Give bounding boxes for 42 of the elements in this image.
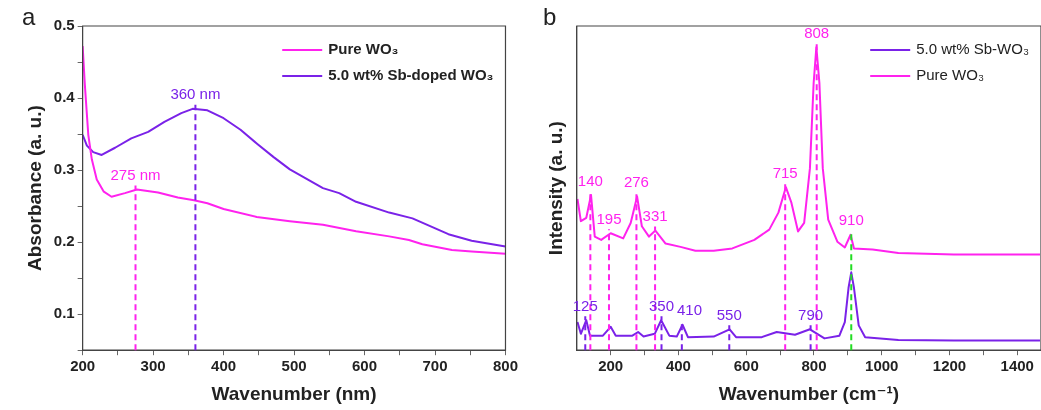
annotation: 140	[577, 171, 603, 189]
annotation: 910	[838, 211, 864, 229]
annotation: 410	[677, 301, 703, 319]
x-tick-label: 600	[352, 357, 378, 375]
y-tick-label: 0.3	[53, 160, 75, 178]
annotation: 808	[804, 23, 830, 41]
x-tick-label: 500	[281, 357, 307, 375]
x-tick-label: 1400	[1000, 357, 1034, 375]
annotation: 550	[716, 305, 742, 323]
annotation: 275 nm	[110, 166, 161, 184]
x-tick-label: 800	[492, 357, 518, 375]
annotation: 331	[642, 207, 668, 225]
legend-label: Pure WO₃	[916, 66, 984, 84]
x-tick-label: 400	[211, 357, 237, 375]
x-tick-label: 200	[70, 357, 96, 375]
y-tick-label: 0.1	[53, 304, 75, 322]
y-tick-label: 0.5	[53, 16, 75, 34]
x-tick-label: 1000	[865, 357, 899, 375]
annotation: 195	[596, 209, 622, 227]
annotation: 715	[772, 163, 798, 181]
legend-label: 5.0 wt% Sb-WO₃	[916, 40, 1030, 58]
legend-label: Pure WO₃	[328, 40, 399, 58]
y-tick-label: 0.2	[53, 232, 75, 250]
y-axis-title: Absorbance (a. u.)	[23, 105, 45, 271]
x-tick-label: 700	[422, 357, 448, 375]
chart-title: a	[22, 2, 36, 30]
annotation: 790	[798, 305, 824, 323]
chart-title: b	[543, 2, 557, 30]
x-tick-label: 300	[140, 357, 166, 375]
legend-label: 5.0 wt% Sb-doped WO₃	[328, 66, 494, 84]
annotation: 350	[648, 296, 675, 314]
y-tick-label: 0.4	[53, 88, 76, 106]
y-axis-title: Intensity (a. u.)	[544, 121, 566, 256]
x-tick-label: 800	[801, 357, 827, 375]
annotation: 360 nm	[170, 85, 221, 103]
x-tick-label: 600	[733, 357, 759, 375]
x-tick-label: 1200	[932, 357, 967, 375]
annotation: 276	[623, 173, 649, 191]
x-axis-title: Wavenumber (cm⁻¹)	[718, 382, 900, 404]
x-tick-label: 400	[665, 357, 691, 375]
x-axis-title: Wavenumber (nm)	[211, 382, 377, 404]
x-tick-label: 200	[598, 357, 624, 375]
